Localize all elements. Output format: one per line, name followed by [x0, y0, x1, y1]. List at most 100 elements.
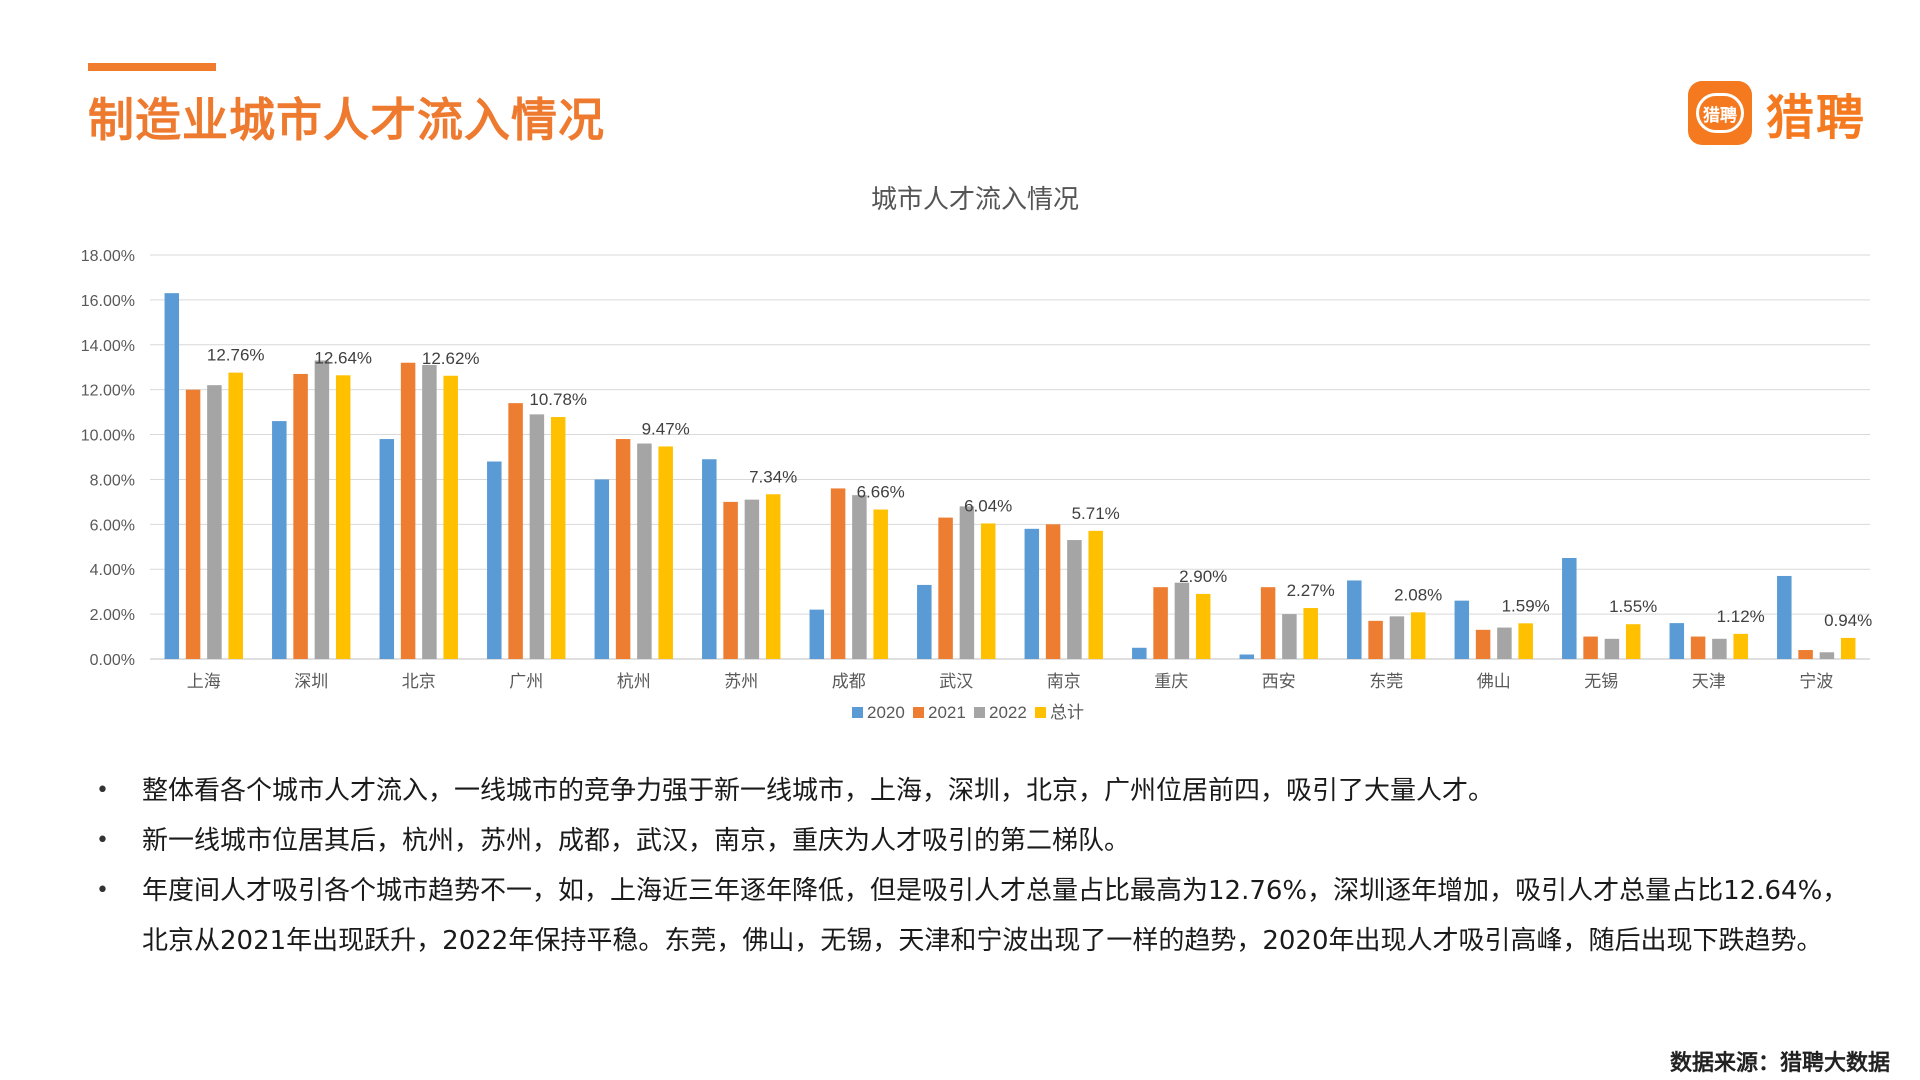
bar: [1625, 624, 1641, 659]
bar: [1389, 616, 1405, 659]
x-tick-label: 广州: [509, 672, 543, 692]
bar: [529, 414, 545, 659]
x-tick-label: 上海: [187, 672, 221, 692]
data-label: 7.34%: [749, 467, 797, 486]
y-tick-label: 14.00%: [81, 338, 135, 355]
bar: [272, 421, 287, 659]
bar: [917, 584, 932, 659]
x-tick-label: 成都: [832, 672, 866, 692]
bar: [1368, 620, 1383, 659]
bar: [744, 499, 760, 659]
data-label: 0.94%: [1824, 611, 1872, 630]
bar: [314, 360, 330, 659]
x-tick-label: 佛山: [1477, 672, 1511, 692]
y-tick-label: 16.00%: [81, 293, 135, 310]
y-tick-label: 0.00%: [90, 652, 135, 669]
page-title: 制造业城市人才流入情况: [88, 93, 605, 147]
bar: [164, 293, 180, 659]
bar: [550, 417, 566, 659]
bar: [765, 494, 781, 659]
legend-swatch: [913, 707, 924, 718]
bar: [1669, 623, 1685, 659]
data-label: 12.64%: [314, 348, 372, 367]
bar: [1260, 587, 1276, 659]
data-label: 5.71%: [1072, 504, 1120, 523]
x-tick-label: 无锡: [1584, 672, 1618, 692]
bar: [938, 517, 953, 659]
x-tick-label: 苏州: [724, 672, 758, 692]
x-tick-label: 东莞: [1369, 672, 1403, 692]
legend-swatch: [1035, 707, 1046, 718]
x-tick-label: 武汉: [939, 672, 973, 692]
bar: [1454, 600, 1470, 659]
x-tick-label: 北京: [402, 672, 436, 692]
bar: [1562, 558, 1577, 659]
logo-badge-text: 猎聘: [1696, 93, 1744, 133]
bar: [508, 403, 523, 659]
bar: [1819, 652, 1835, 659]
bar: [422, 364, 437, 659]
bar: [1518, 623, 1533, 659]
bar: [658, 446, 673, 659]
data-label: 2.08%: [1394, 585, 1442, 604]
legend-swatch: [974, 707, 985, 718]
y-tick-label: 10.00%: [81, 428, 135, 445]
data-label: 6.66%: [857, 483, 905, 502]
bar: [873, 509, 888, 659]
bar: [1583, 636, 1598, 659]
x-tick-label: 杭州: [617, 672, 651, 692]
bar: [809, 609, 825, 659]
bar: [637, 443, 652, 659]
bar: [1777, 575, 1792, 659]
bar: [185, 389, 201, 659]
legend-label: 2022: [989, 703, 1027, 722]
logo-badge-icon: 猎聘: [1688, 81, 1752, 145]
y-tick-label: 4.00%: [90, 562, 135, 579]
bar: [1282, 614, 1297, 659]
x-tick-label: 西安: [1262, 672, 1296, 692]
data-label: 2.27%: [1287, 581, 1335, 600]
brand-logo: 猎聘 猎聘: [1688, 78, 1866, 148]
bar: [702, 459, 717, 659]
data-label: 1.55%: [1609, 597, 1657, 616]
bar: [1690, 636, 1706, 659]
bar: [1024, 528, 1040, 659]
bar: [1733, 633, 1748, 659]
bar: [379, 439, 395, 659]
bar: [959, 506, 975, 659]
bar: [1153, 587, 1168, 659]
bar: [852, 495, 867, 659]
legend-swatch: [852, 707, 863, 718]
data-label: 10.78%: [529, 390, 587, 409]
bar: [1239, 654, 1255, 659]
x-tick-label: 天津: [1692, 672, 1726, 692]
bar: [1798, 650, 1813, 659]
y-tick-label: 12.00%: [81, 383, 135, 400]
bar: [1497, 627, 1512, 659]
bar-chart: 城市人才流入情况 0.00% 2.00% 4.00% 6.00% 8.00% 10.00% 1…: [81, 185, 1873, 723]
summary-bullets: 整体看各个城市人才流入，一线城市的竞争力强于新一线城市，上海，深圳，北京，广州位…: [92, 766, 1852, 966]
bar: [980, 523, 996, 659]
bar: [293, 373, 308, 659]
bar: [1475, 629, 1491, 659]
bar: [1088, 530, 1103, 659]
bar: [207, 385, 222, 659]
bar: [228, 372, 243, 659]
bar: [443, 375, 458, 659]
x-tick-label: 宁波: [1799, 672, 1833, 692]
y-tick-label: 8.00%: [90, 472, 135, 489]
bar: [1410, 612, 1426, 659]
x-tick-label: 重庆: [1154, 672, 1188, 692]
bar: [594, 479, 610, 659]
legend-label: 总计: [1050, 703, 1084, 723]
bar: [1195, 593, 1211, 659]
data-source: 数据来源：猎聘大数据: [1669, 1050, 1890, 1076]
bullet-item: 年度间人才吸引各个城市趋势不一，如，上海近三年逐年降低，但是吸引人才总量占比最高…: [92, 866, 1852, 966]
bar: [335, 375, 351, 659]
bar: [1347, 580, 1362, 659]
bar: [487, 461, 502, 659]
y-tick-label: 6.00%: [90, 517, 135, 534]
bar: [1604, 638, 1620, 659]
bar: [1712, 638, 1727, 659]
data-label: 9.47%: [642, 419, 690, 438]
